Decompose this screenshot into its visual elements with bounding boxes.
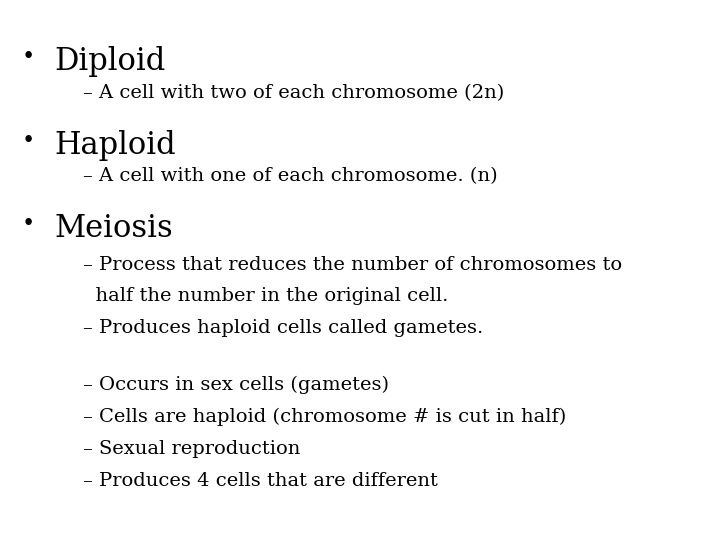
Text: – Cells are haploid (chromosome # is cut in half): – Cells are haploid (chromosome # is cut… [83,408,566,426]
Text: Meiosis: Meiosis [54,213,173,244]
Text: •: • [22,130,35,152]
Text: – Occurs in sex cells (gametes): – Occurs in sex cells (gametes) [83,375,389,394]
Text: – Produces 4 cells that are different: – Produces 4 cells that are different [83,472,438,490]
Text: Haploid: Haploid [54,130,176,160]
Text: – Process that reduces the number of chromosomes to: – Process that reduces the number of chr… [83,256,622,274]
Text: – A cell with one of each chromosome. (n): – A cell with one of each chromosome. (n… [83,167,498,185]
Text: half the number in the original cell.: half the number in the original cell. [83,287,448,305]
Text: •: • [22,213,35,235]
Text: – Produces haploid cells called gametes.: – Produces haploid cells called gametes. [83,319,483,336]
Text: – Sexual reproduction: – Sexual reproduction [83,440,300,458]
Text: Diploid: Diploid [54,46,166,77]
Text: •: • [22,46,35,68]
Text: – A cell with two of each chromosome (2n): – A cell with two of each chromosome (2n… [83,84,504,102]
